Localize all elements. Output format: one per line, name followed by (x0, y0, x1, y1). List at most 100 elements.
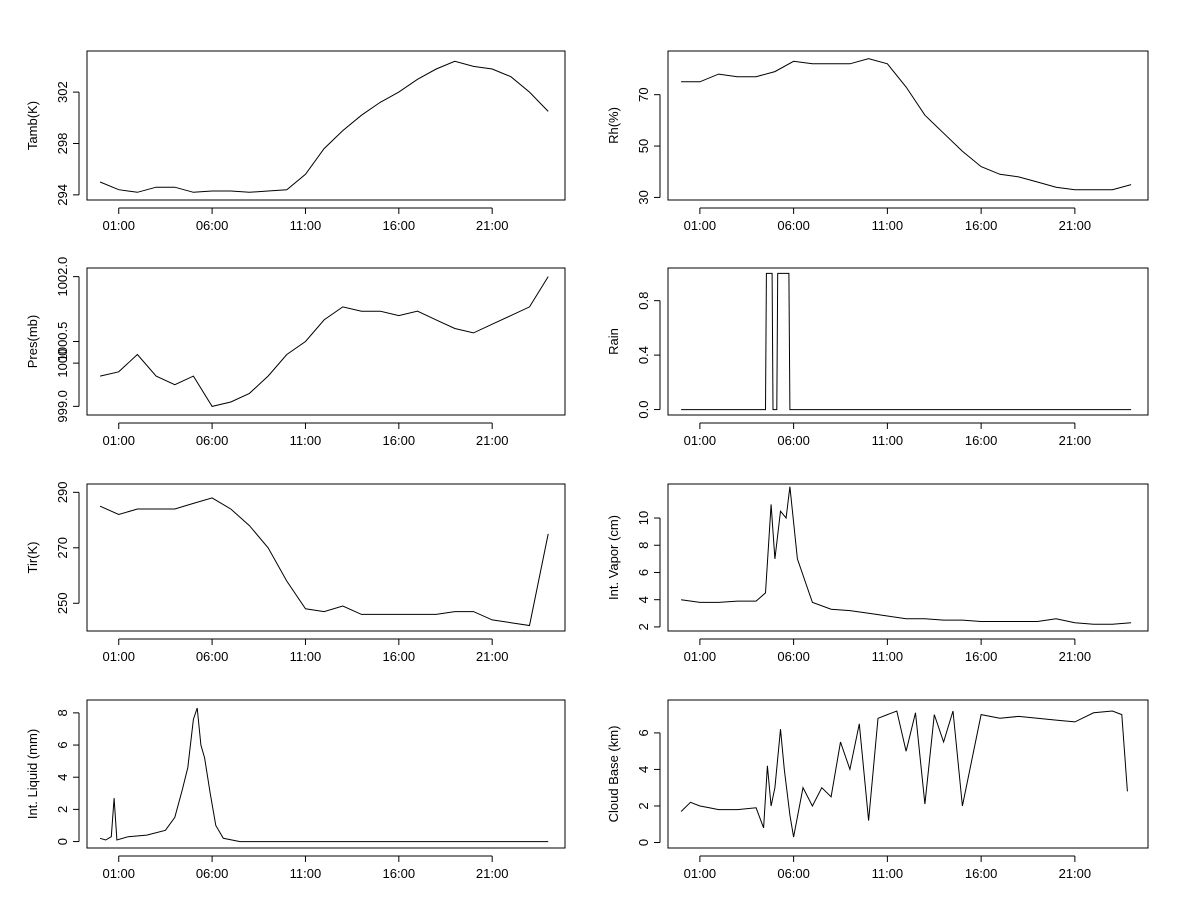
x-tick-label: 21:00 (476, 866, 509, 881)
y-tick-label: 290 (55, 481, 70, 503)
x-tick-label: 11:00 (872, 218, 904, 233)
x-tick-label: 01:00 (102, 866, 135, 881)
plot-frame (667, 699, 1149, 849)
x-tick-label: 16:00 (383, 649, 416, 664)
x-tick-label: 16:00 (965, 218, 998, 233)
x-tick-label: 01:00 (102, 649, 135, 664)
y-tick-label: 1002.0 (55, 257, 70, 297)
x-tick-label: 16:00 (965, 433, 998, 448)
x-tick-label: 21:00 (1059, 218, 1092, 233)
x-tick-label: 16:00 (383, 866, 416, 881)
y-tick-label: 2 (55, 806, 70, 813)
panel-6: 01:00 06:00 11:00 16:00 21:00 2 4 6 8 10 Int. Vapo… (606, 483, 1149, 664)
x-tick-label: 06:00 (777, 433, 810, 448)
x-tick-label: 21:00 (1059, 433, 1092, 448)
y-tick-label: 0.8 (636, 292, 651, 310)
panel-3: 01:00 06:00 11:00 16:00 21:00 999.0 10001000.5… (25, 257, 566, 448)
x-tick-label: 11:00 (872, 649, 904, 664)
plot-frame (667, 50, 1149, 201)
series-line (99, 60, 549, 193)
series-line (99, 276, 549, 407)
y-tick-label: 4 (55, 774, 70, 781)
y-tick-label: 0.0 (636, 401, 651, 419)
x-tick-label: 01:00 (684, 649, 717, 664)
y-tick-label: 70 (636, 87, 651, 101)
x-tick-label: 16:00 (965, 866, 998, 881)
y-tick-label: 0 (636, 839, 651, 846)
x-tick-label: 06:00 (196, 218, 229, 233)
x-tick-label: 06:00 (777, 866, 810, 881)
y-axis-label: Rain (606, 328, 621, 355)
y-axis-label: Int. Liquid (mm) (25, 729, 40, 819)
panel-1: 01:00 06:00 11:00 16:00 21:00 294 298 302 Tamb(K… (25, 50, 566, 233)
x-tick-label: 06:00 (196, 866, 229, 881)
x-tick-label: 06:00 (196, 433, 229, 448)
plot-frame (86, 50, 566, 201)
y-tick-label: 302 (55, 81, 70, 103)
y-tick-label: 8 (55, 709, 70, 716)
plot-frame (86, 483, 566, 632)
y-tick-label: 6 (636, 729, 651, 736)
y-tick-label: 2 (636, 623, 651, 630)
y-tick-label: 10 (636, 511, 651, 525)
y-axis-label: Tir(K) (25, 541, 40, 573)
x-tick-label: 11:00 (290, 433, 322, 448)
plot-frame (86, 699, 566, 849)
x-tick-label: 21:00 (1059, 649, 1092, 664)
x-tick-label: 01:00 (684, 866, 717, 881)
plot-frame (86, 267, 566, 416)
x-tick-label: 01:00 (102, 433, 135, 448)
x-tick-label: 21:00 (476, 433, 509, 448)
x-tick-label: 16:00 (965, 649, 998, 664)
y-axis-label: Pres(mb) (25, 315, 40, 368)
y-tick-label: 6 (636, 569, 651, 576)
series-line (99, 497, 549, 627)
x-tick-label: 11:00 (290, 866, 322, 881)
y-tick-label: 8 (636, 542, 651, 549)
y-tick-label: 0.4 (636, 346, 651, 364)
y-tick-label: 4 (636, 596, 651, 603)
x-tick-label: 01:00 (684, 218, 717, 233)
x-tick-label: 16:00 (383, 218, 416, 233)
y-tick-label: 30 (636, 190, 651, 204)
x-tick-label: 21:00 (476, 649, 509, 664)
y-tick-label: 1000.5 (55, 322, 70, 362)
panel-8: 01:00 06:00 11:00 16:00 21:00 0 2 4 6 Cloud Base … (606, 699, 1149, 881)
y-tick-label: 270 (55, 537, 70, 559)
series-line (681, 486, 1132, 625)
x-tick-label: 21:00 (476, 218, 509, 233)
y-tick-label: 298 (55, 133, 70, 155)
x-tick-label: 21:00 (1059, 866, 1092, 881)
series-line (680, 710, 1128, 838)
panel-5: 01:00 06:00 11:00 16:00 21:00 250 270 290 Tir(K) (25, 481, 566, 664)
y-tick-label: 50 (636, 139, 651, 153)
x-tick-label: 16:00 (383, 433, 416, 448)
y-axis-label: Rh(%) (606, 107, 621, 144)
y-axis-label: Tamb(K) (25, 101, 40, 150)
y-tick-label: 0 (55, 838, 70, 845)
y-axis-label: Int. Vapor (cm) (606, 515, 621, 600)
x-tick-label: 01:00 (684, 433, 717, 448)
x-tick-label: 06:00 (196, 649, 229, 664)
panel-4: 01:00 06:00 11:00 16:00 21:00 0.0 0.4 0.8 Rain (606, 267, 1149, 448)
x-tick-label: 11:00 (290, 649, 322, 664)
x-tick-label: 06:00 (777, 218, 810, 233)
y-tick-label: 6 (55, 741, 70, 748)
plot-frame (667, 483, 1149, 632)
y-tick-label: 250 (55, 592, 70, 614)
series-line (681, 58, 1132, 191)
y-tick-label: 1000 (55, 349, 70, 378)
y-axis-label: Cloud Base (km) (606, 726, 621, 823)
y-tick-label: 2 (636, 802, 651, 809)
series-line (681, 272, 1132, 411)
series-line (99, 707, 549, 843)
x-tick-label: 06:00 (777, 649, 810, 664)
x-tick-label: 11:00 (872, 866, 904, 881)
y-tick-label: 999.0 (55, 390, 70, 423)
y-tick-label: 294 (55, 184, 70, 206)
panel-7: 01:00 06:00 11:00 16:00 21:00 0 2 4 6 8 Int. Liqui… (25, 699, 566, 881)
panel-2: 01:00 06:00 11:00 16:00 21:00 30 50 70 Rh(%) (606, 50, 1149, 233)
y-tick-label: 4 (636, 766, 651, 773)
x-tick-label: 11:00 (290, 218, 322, 233)
